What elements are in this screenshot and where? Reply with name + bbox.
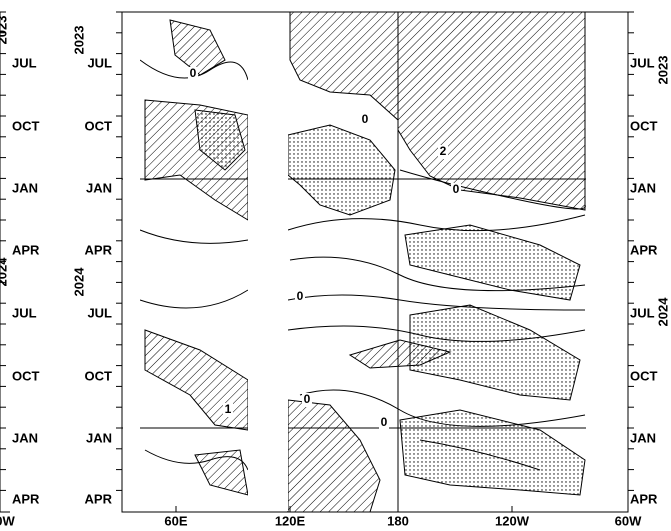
- month-label: OCT: [85, 118, 113, 133]
- year-label: 2023: [655, 56, 670, 85]
- land-gap: [123, 13, 140, 511]
- month-label: JUL: [12, 55, 37, 70]
- contour-line: [287, 325, 586, 342]
- contour-label: 0: [297, 289, 304, 303]
- contour-label: 0: [453, 182, 460, 196]
- x-tick-label: 120W: [495, 513, 530, 528]
- month-label: APR: [85, 242, 113, 257]
- month-label: OCT: [85, 368, 113, 383]
- contour-label-bg: [188, 67, 198, 81]
- contour-label-bg: [451, 183, 461, 197]
- month-label: JAN: [630, 180, 656, 195]
- contour-line: [139, 59, 249, 81]
- hatched-region: [169, 19, 226, 76]
- dotted-region: [287, 124, 396, 216]
- contour-label: 0: [381, 415, 388, 429]
- contour-label: 1: [225, 402, 232, 416]
- contour-label-bg: [223, 403, 233, 417]
- contour-label: 0: [362, 112, 369, 126]
- year-label: 2024: [71, 267, 86, 297]
- contour-label-bg: [295, 290, 305, 304]
- x-tick-label: 60E: [164, 513, 187, 528]
- contour-line: [419, 439, 541, 471]
- x-tick-label: 180: [387, 513, 409, 528]
- month-label: JUL: [87, 305, 112, 320]
- month-label: JAN: [86, 180, 112, 195]
- contour-label: 2: [440, 144, 447, 158]
- contour-line: [299, 389, 586, 427]
- land-gap: [248, 13, 288, 511]
- contour-line: [289, 256, 586, 292]
- year-label: 2023: [71, 26, 86, 55]
- month-label: APR: [12, 242, 40, 257]
- year-label: 2024: [0, 257, 9, 287]
- month-label: JUL: [630, 305, 655, 320]
- x-tick-label: 0W: [0, 513, 15, 528]
- contour-line: [399, 169, 586, 210]
- dotted-region: [194, 109, 246, 171]
- contour-line: [287, 214, 586, 232]
- month-label: APR: [85, 491, 113, 506]
- month-label: JUL: [630, 55, 655, 70]
- month-label: APR: [630, 242, 658, 257]
- month-label: JAN: [630, 430, 656, 445]
- month-label: OCT: [630, 368, 658, 383]
- month-label: JAN: [12, 180, 38, 195]
- month-label: OCT: [12, 118, 40, 133]
- month-label: JAN: [86, 430, 112, 445]
- land-gap: [586, 13, 627, 511]
- month-label: APR: [12, 491, 40, 506]
- contour-label: 0: [304, 392, 311, 406]
- hatched-region: [287, 399, 381, 513]
- labels: JUL JUL JUL OCT OCT OCT JAN JAN JAN APR APR APR JUL J…: [0, 11, 670, 528]
- hatched-region: [397, 11, 586, 211]
- contours: [139, 59, 586, 471]
- x-tick-label: 60W: [615, 513, 642, 528]
- x-tick-label: 120E: [275, 513, 306, 528]
- year-label: 2023: [0, 16, 9, 45]
- contour-label-bg: [438, 145, 448, 159]
- dotted-region: [404, 224, 581, 301]
- contour-label-bg: [302, 393, 312, 407]
- month-label: APR: [630, 491, 658, 506]
- contour-line: [139, 289, 249, 309]
- contour-line: [287, 294, 586, 311]
- hatched-region: [289, 11, 399, 122]
- contour-label: 0: [190, 66, 197, 80]
- contour-line: [139, 229, 249, 244]
- dotted-region: [409, 304, 581, 401]
- month-label: JAN: [12, 430, 38, 445]
- contour-label-bg: [360, 113, 370, 127]
- contour-label-bg: [379, 416, 389, 430]
- dotted-region: [399, 409, 586, 496]
- month-label: JUL: [87, 55, 112, 70]
- month-label: OCT: [12, 368, 40, 383]
- year-label: 2024: [655, 297, 670, 327]
- contour-line: [144, 449, 249, 471]
- month-label: JUL: [12, 305, 37, 320]
- month-label: OCT: [630, 118, 658, 133]
